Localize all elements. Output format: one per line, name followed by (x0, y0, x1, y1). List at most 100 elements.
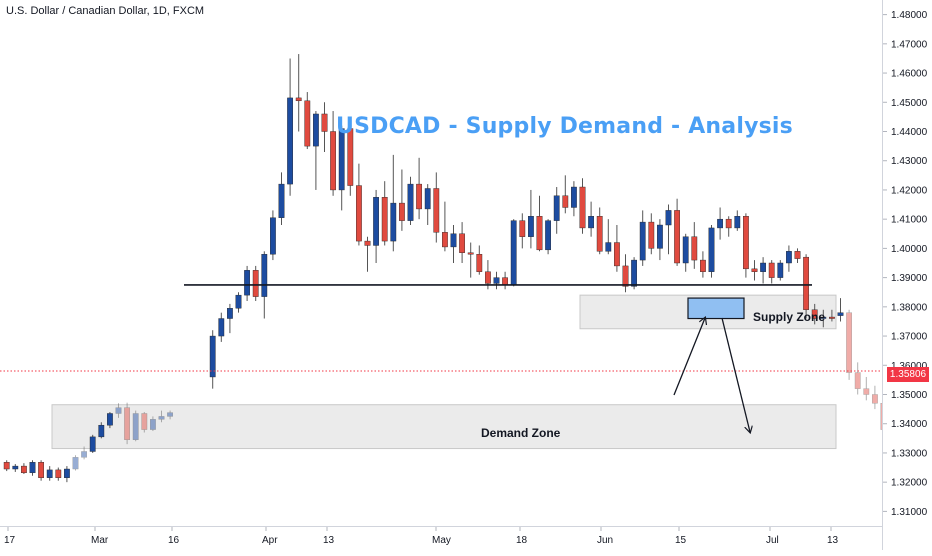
candle (89, 434, 96, 453)
candle-body-down (416, 183, 422, 210)
candle (304, 92, 311, 150)
candle (226, 303, 233, 334)
candle (63, 466, 70, 483)
candle (854, 362, 861, 395)
candle (682, 233, 689, 272)
candle-body-up (786, 251, 792, 264)
candle (115, 403, 122, 418)
candle-body-up (424, 188, 431, 210)
candle-body-up (287, 97, 293, 185)
candle (536, 195, 543, 252)
candle-body-down (347, 128, 354, 186)
candle-body-up (338, 128, 345, 191)
candle-body-up (571, 186, 577, 208)
candle (579, 178, 586, 234)
candle-body-down (519, 220, 526, 237)
candle-body-down (579, 186, 586, 229)
candle (639, 210, 646, 266)
candle-body-down (467, 252, 474, 255)
candle (313, 111, 319, 190)
candle (829, 309, 835, 322)
candle (390, 154, 397, 252)
candle (880, 403, 882, 430)
candle-body-up (81, 451, 88, 458)
candle (553, 187, 560, 234)
price-axis[interactable]: 1.48000 1.47000 1.46000 1.45000 1.44000 1.430… (882, 0, 932, 550)
candle (622, 254, 629, 293)
candle-body-up (278, 183, 285, 218)
candle-body-down (562, 195, 569, 208)
price-chart[interactable]: Supply Zone Demand Zone (0, 0, 882, 526)
candle (665, 204, 672, 255)
candle-body-down (459, 233, 465, 253)
time-tick-label: May (432, 535, 451, 546)
candle-body-up (115, 407, 122, 414)
time-tick-label: 13 (323, 535, 335, 546)
candle (381, 181, 388, 246)
candle (124, 402, 131, 445)
candle-body-down (124, 407, 131, 440)
candle-body-down (880, 403, 882, 430)
candle-body-up (261, 254, 268, 297)
time-tick-label: Jul (766, 535, 779, 546)
candle (106, 412, 113, 429)
candle-body-down (381, 197, 388, 242)
candle (149, 416, 156, 432)
candle (493, 271, 500, 290)
candle-body-up (167, 412, 173, 417)
candle-body-up (777, 262, 784, 278)
candle-body-down (803, 256, 810, 310)
candle-body-up (588, 216, 595, 229)
candle-body-up (708, 227, 715, 272)
candle-body-up (631, 259, 638, 287)
candle (734, 210, 741, 231)
price-tick-label: 1.38000 (891, 302, 928, 313)
price-tick-label: 1.35000 (891, 390, 928, 401)
candle-body-down (691, 236, 698, 261)
demand-zone-label: Demand Zone (481, 426, 561, 440)
projection-arrow-down (721, 317, 750, 432)
candle (209, 330, 216, 389)
candle (218, 312, 225, 342)
time-tick-label: 16 (168, 535, 180, 546)
candle-body-down (751, 268, 758, 272)
candle (467, 242, 474, 278)
time-tick-label: 13 (827, 535, 839, 546)
candle (863, 376, 870, 401)
price-tick-label: 1.46000 (891, 69, 928, 80)
candle-body-up (657, 224, 663, 249)
price-tick-label: 1.37000 (891, 332, 928, 343)
candle (72, 455, 79, 471)
candle-body-down (700, 259, 706, 272)
candle (450, 225, 457, 263)
candle-body-up (63, 468, 70, 478)
candle (476, 245, 483, 275)
candle (38, 460, 45, 481)
time-tick-label: 17 (4, 535, 16, 546)
candle-body-up (373, 197, 379, 246)
time-tick-label: Mar (91, 535, 109, 546)
candle (657, 219, 663, 261)
candle (12, 464, 19, 472)
candle (295, 54, 302, 132)
candle (416, 157, 422, 220)
candle (708, 225, 715, 278)
candle-body-up (545, 220, 552, 251)
candle-body-down (330, 131, 336, 191)
price-tick-label: 1.34000 (891, 419, 928, 430)
price-tick-label: 1.43000 (891, 156, 928, 167)
candle-body-up (510, 220, 517, 286)
candle-body-down (476, 254, 483, 272)
candle-body-up (106, 413, 113, 426)
candle-body-up (682, 236, 689, 264)
candle (330, 111, 336, 196)
candle-body-up (605, 242, 612, 252)
candle-body-up (270, 217, 276, 255)
candle (29, 460, 36, 476)
candle (373, 189, 379, 263)
time-axis[interactable]: 17 Mar 16 Apr 13 May 18 Jun 15 Jul 13 (0, 526, 882, 551)
candle-body-up (734, 216, 741, 229)
candle-body-up (149, 419, 156, 430)
candle-body-up (407, 183, 414, 221)
price-tick-label: 1.36000 (891, 361, 928, 372)
